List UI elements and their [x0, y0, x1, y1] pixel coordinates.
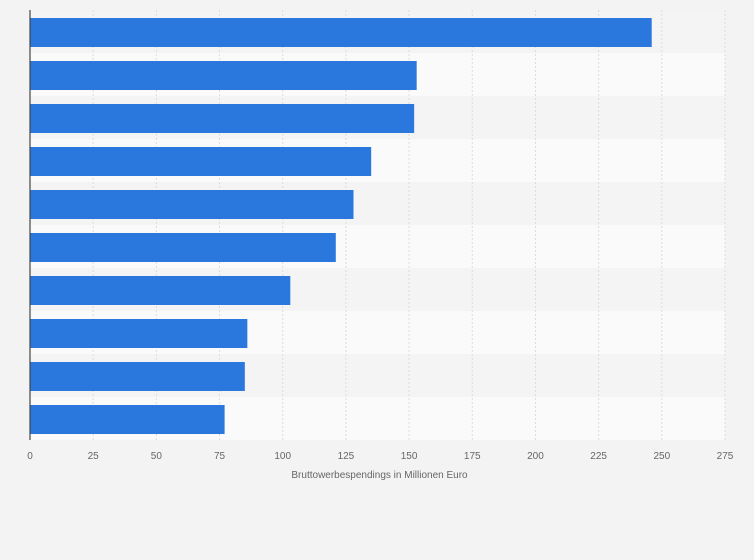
bar[interactable] [30, 362, 245, 391]
bars [30, 18, 652, 434]
x-tick-label: 50 [151, 451, 163, 462]
x-axis-ticks: 0 25 50 75 100 125 150 175 200 225 250 275 [27, 451, 734, 462]
bar[interactable] [30, 233, 336, 262]
bar[interactable] [30, 18, 652, 47]
x-tick-label: 100 [274, 451, 291, 462]
x-tick-label: 175 [464, 451, 481, 462]
x-tick-label: 125 [338, 451, 355, 462]
bar[interactable] [30, 104, 415, 133]
x-tick-label: 25 [88, 451, 100, 462]
bar[interactable] [30, 147, 372, 176]
x-tick-label: 0 [27, 451, 33, 462]
x-axis-title: Bruttowerbespendings in Millionen Euro [291, 470, 468, 481]
x-tick-label: 150 [401, 451, 418, 462]
x-tick-label: 275 [717, 451, 734, 462]
bar[interactable] [30, 61, 417, 90]
x-tick-label: 225 [590, 451, 607, 462]
bar[interactable] [30, 190, 354, 219]
x-tick-label: 75 [214, 451, 226, 462]
bar[interactable] [30, 405, 225, 434]
x-tick-label: 200 [527, 451, 544, 462]
bar[interactable] [30, 319, 248, 348]
bar[interactable] [30, 276, 291, 305]
x-tick-label: 250 [653, 451, 670, 462]
